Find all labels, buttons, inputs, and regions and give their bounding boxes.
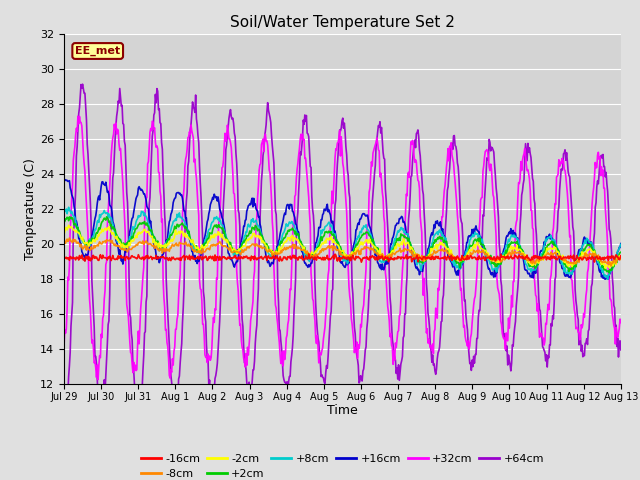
X-axis label: Time: Time xyxy=(327,405,358,418)
Legend: -16cm, -8cm, -2cm, +2cm, +8cm, +16cm, +32cm, +64cm: -16cm, -8cm, -2cm, +2cm, +8cm, +16cm, +3… xyxy=(136,449,548,480)
Text: EE_met: EE_met xyxy=(75,46,120,56)
Title: Soil/Water Temperature Set 2: Soil/Water Temperature Set 2 xyxy=(230,15,455,30)
Y-axis label: Temperature (C): Temperature (C) xyxy=(24,158,37,260)
